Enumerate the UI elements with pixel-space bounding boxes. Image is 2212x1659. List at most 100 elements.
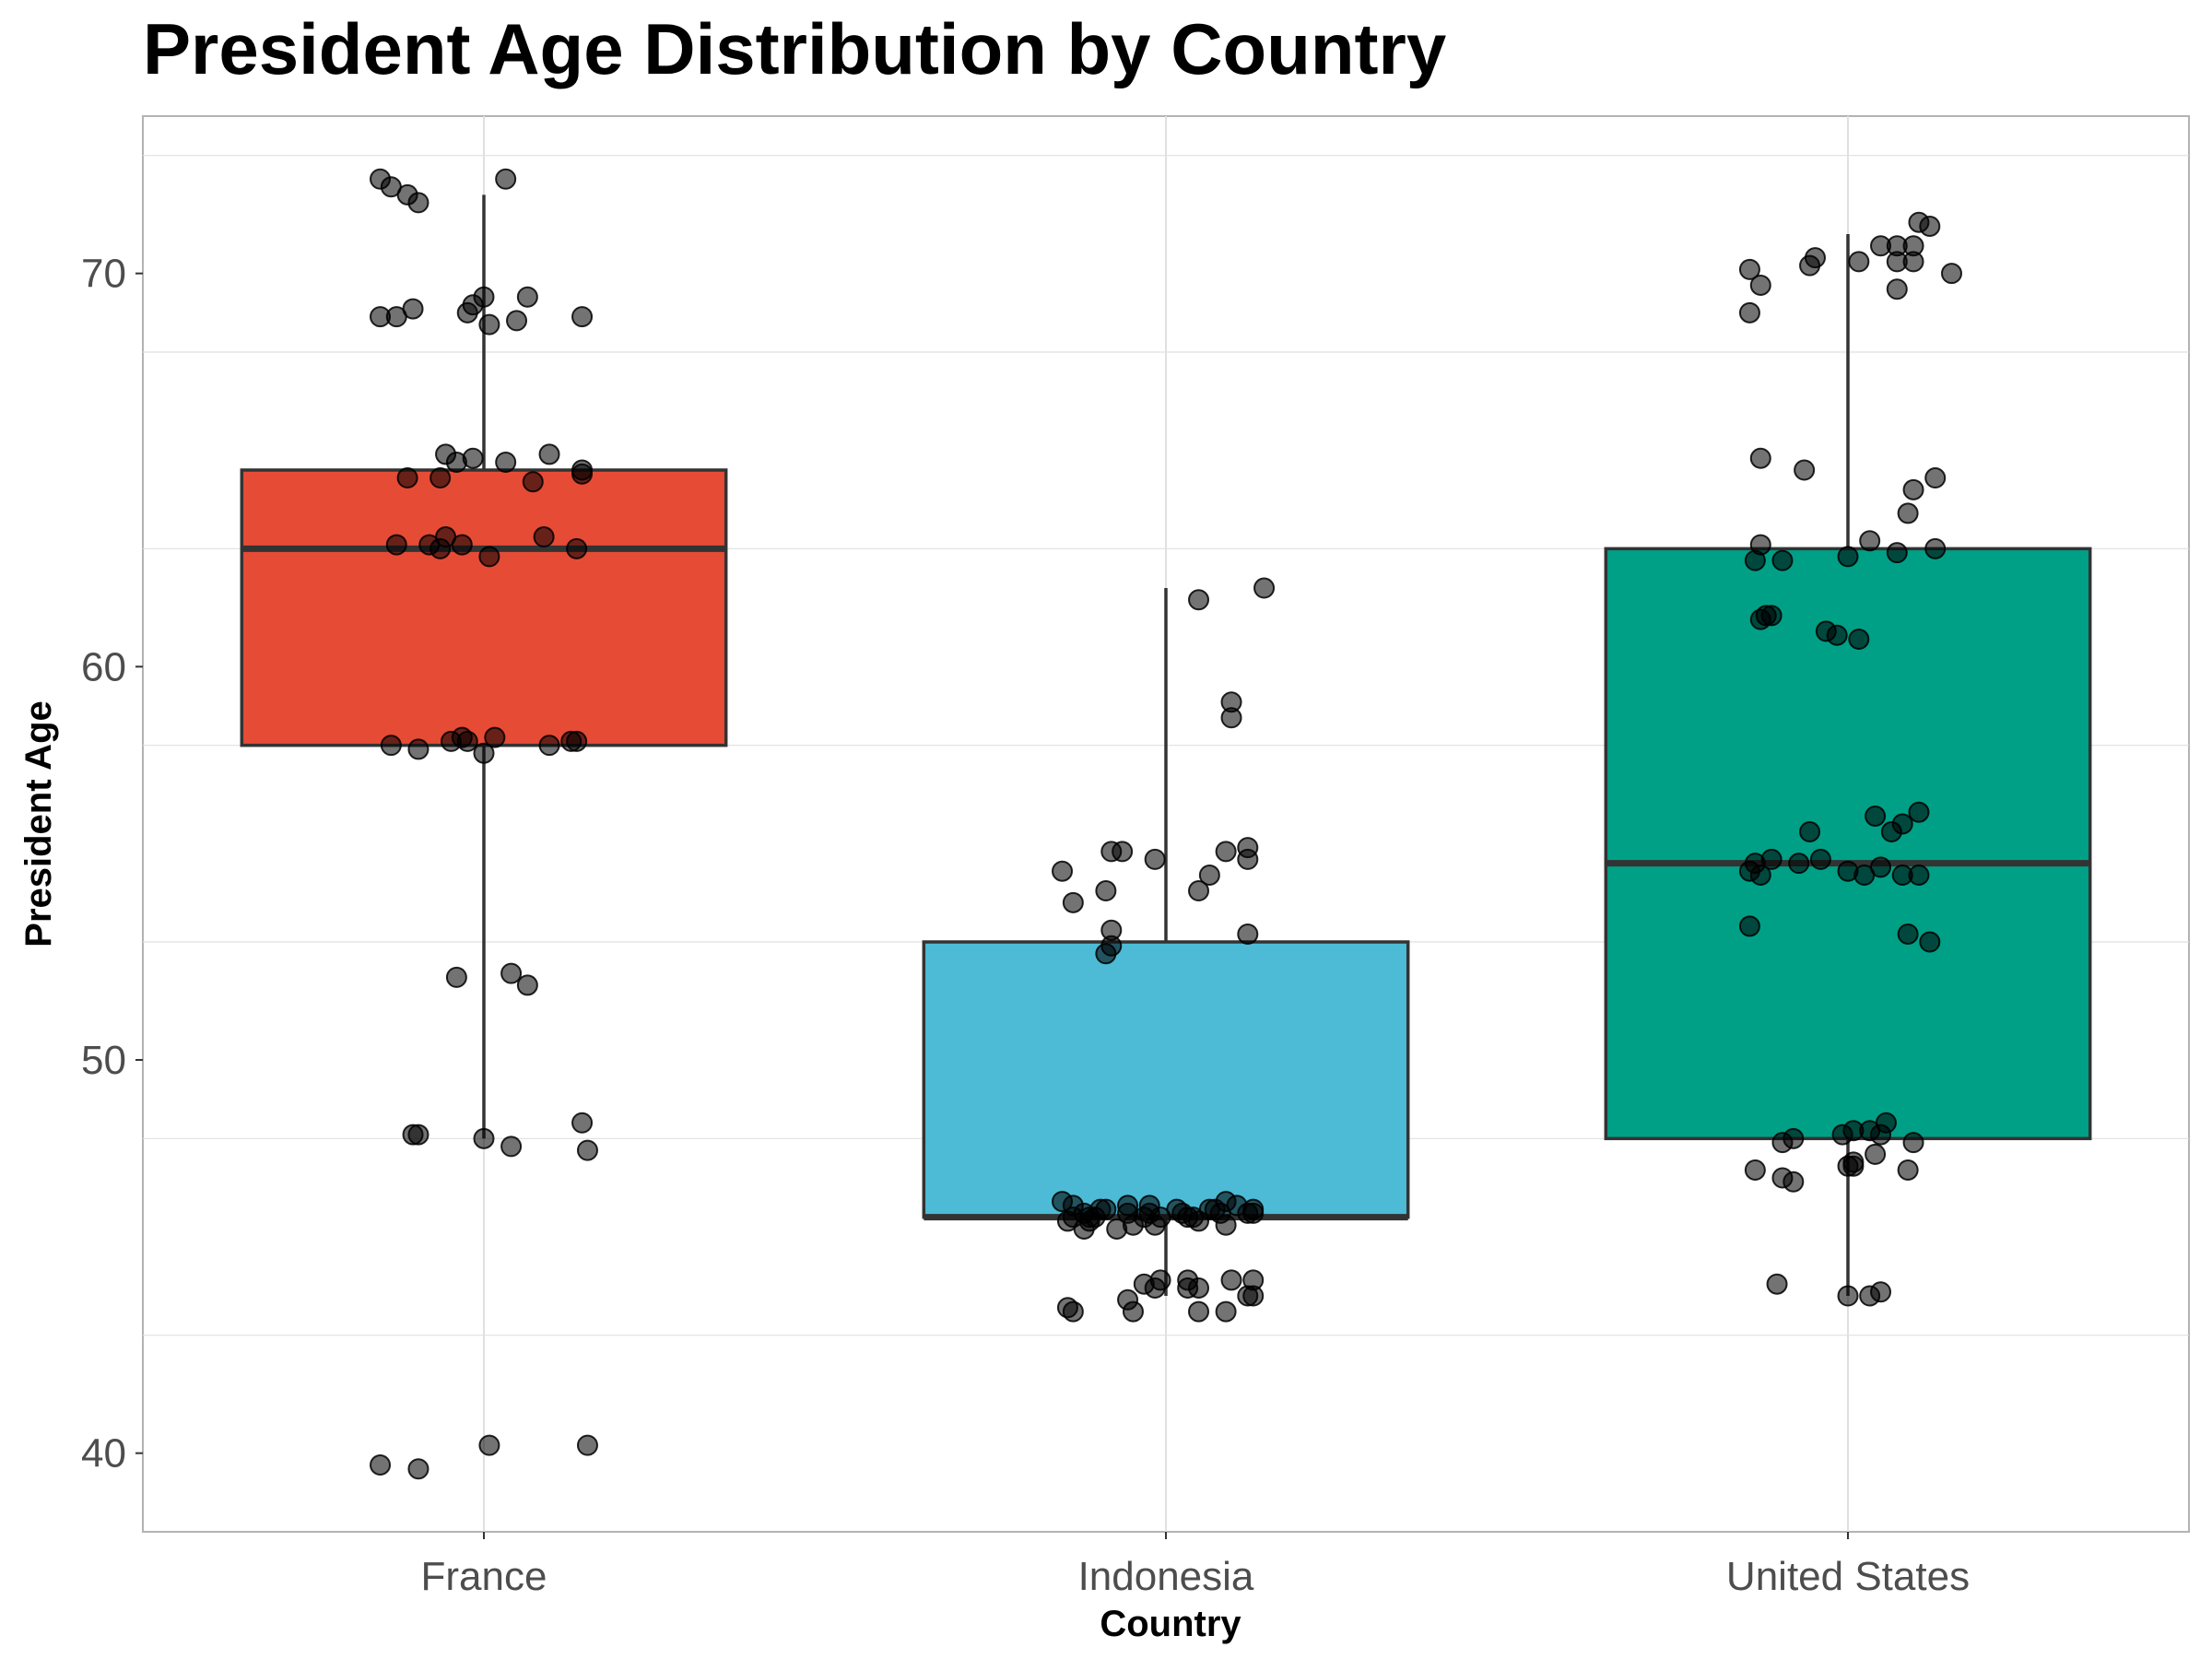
data-point — [396, 467, 418, 489]
data-point — [495, 168, 517, 190]
y-tick-label: 40 — [81, 1431, 126, 1477]
data-point — [1831, 1124, 1853, 1146]
data-point — [1237, 837, 1259, 859]
data-point — [1924, 537, 1947, 559]
data-point — [1902, 235, 1924, 257]
data-point — [1144, 1214, 1166, 1236]
data-point — [1940, 263, 1962, 285]
data-point — [1837, 1285, 1859, 1307]
data-point — [478, 313, 500, 335]
box-body — [922, 940, 1410, 1219]
data-point — [1902, 1132, 1924, 1154]
data-point — [1237, 923, 1259, 945]
data-point — [516, 974, 538, 996]
data-point — [456, 301, 478, 324]
box-body — [1604, 547, 2092, 1141]
data-point — [385, 534, 407, 556]
x-tick-label: France — [421, 1554, 547, 1599]
data-point — [1738, 301, 1760, 324]
data-point — [1242, 1269, 1265, 1291]
jitter-points — [370, 168, 1962, 1480]
data-point — [1924, 467, 1947, 489]
data-point — [1198, 864, 1220, 886]
data-point — [1842, 1155, 1865, 1177]
data-point — [500, 962, 523, 984]
data-point — [1908, 211, 1930, 233]
chart-title: President Age Distribution by Country — [143, 8, 1446, 89]
data-point — [1738, 915, 1760, 937]
data-point — [1215, 1214, 1237, 1236]
data-point — [1188, 589, 1210, 611]
box-france — [240, 194, 728, 1139]
data-point — [445, 966, 467, 988]
data-point — [1253, 577, 1276, 599]
data-point — [456, 730, 478, 752]
data-point — [402, 298, 424, 320]
data-point — [1865, 1143, 1887, 1165]
data-point — [1799, 821, 1821, 843]
data-point — [1188, 880, 1210, 902]
y-axis-title: President Age — [18, 700, 59, 947]
data-point — [1891, 813, 1913, 835]
data-point — [1744, 549, 1766, 571]
data-point — [1749, 274, 1771, 296]
data-point — [1897, 502, 1919, 524]
data-point — [1749, 447, 1771, 469]
data-point — [1166, 1198, 1188, 1220]
box-series — [240, 194, 2092, 1296]
data-point — [1738, 860, 1760, 882]
data-point — [1106, 1218, 1128, 1240]
data-point — [484, 726, 506, 748]
data-point — [1188, 1277, 1210, 1299]
data-point — [1215, 841, 1237, 863]
data-point — [1886, 542, 1908, 564]
data-point — [1771, 1167, 1794, 1189]
data-point — [478, 546, 500, 568]
y-tick-label: 70 — [81, 252, 126, 297]
data-point — [429, 467, 452, 489]
data-point — [571, 306, 594, 328]
data-point — [1870, 1124, 1892, 1146]
data-point — [407, 738, 429, 760]
data-point — [1809, 848, 1831, 870]
data-point — [1220, 707, 1242, 729]
data-point — [1783, 1127, 1805, 1149]
data-point — [533, 526, 555, 548]
data-point — [1870, 856, 1892, 878]
data-point — [1919, 931, 1941, 953]
data-point — [495, 451, 517, 473]
data-point — [473, 286, 495, 308]
data-point — [1897, 1159, 1919, 1181]
data-point — [516, 286, 538, 308]
box-body — [240, 468, 728, 747]
y-tick-label: 60 — [81, 644, 126, 689]
data-point — [1220, 1269, 1242, 1291]
data-point — [1859, 530, 1881, 552]
data-point — [402, 1124, 424, 1146]
y-axis-ticks: 40 50 60 70 — [81, 252, 143, 1477]
x-tick-label: United States — [1726, 1554, 1970, 1599]
data-point — [1826, 624, 1848, 646]
data-point — [473, 1127, 495, 1149]
data-point — [1744, 1159, 1766, 1181]
data-point — [1891, 864, 1913, 886]
y-tick-label: 50 — [81, 1038, 126, 1083]
data-point — [1095, 943, 1117, 965]
data-point — [380, 735, 402, 757]
data-point — [1052, 860, 1074, 882]
data-point — [1062, 891, 1084, 913]
data-point — [478, 1434, 500, 1456]
data-point — [1848, 251, 1870, 273]
data-point — [576, 1434, 598, 1456]
data-point — [1242, 1202, 1265, 1224]
data-point — [1908, 801, 1930, 823]
data-point — [1095, 880, 1117, 902]
data-point — [566, 537, 588, 559]
x-axis-title: Country — [1100, 1604, 1241, 1644]
data-point — [1112, 841, 1134, 863]
data-point — [1144, 848, 1166, 870]
data-point — [462, 447, 484, 469]
data-point — [370, 1453, 392, 1476]
data-point — [538, 735, 560, 757]
